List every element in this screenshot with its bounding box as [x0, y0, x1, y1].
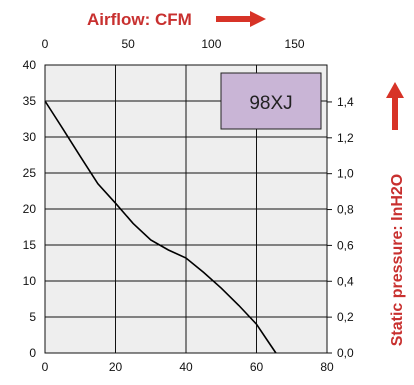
- top-tick-label: 0: [42, 37, 49, 51]
- top-tick-label: 150: [285, 37, 305, 51]
- right-arrow-icon: [216, 11, 266, 27]
- model-label: 98XJ: [249, 93, 292, 114]
- y-tick-label: 10: [23, 274, 37, 288]
- performance-curve: [44, 100, 277, 354]
- x-tick-label: 60: [250, 360, 264, 374]
- y-tick-label: 40: [23, 58, 37, 72]
- model-label-box: 98XJ: [220, 72, 322, 130]
- right-tick-label: 0,2: [337, 310, 354, 324]
- up-arrow-icon: [386, 82, 404, 130]
- plot-frame: [44, 64, 328, 354]
- y-tick-label: 30: [23, 130, 37, 144]
- x-tick-label: 40: [179, 360, 193, 374]
- y-tick-label: 35: [23, 94, 37, 108]
- right-tick-label: 1,2: [337, 131, 354, 145]
- x-tick-label: 20: [109, 360, 123, 374]
- top-axis-ticks: 0 50 100 150: [42, 37, 305, 51]
- y-tick-label: 15: [23, 238, 37, 252]
- right-tick-label: 0,4: [337, 274, 354, 288]
- right-tick-label: 0,0: [337, 346, 354, 360]
- x-tick-label: 80: [320, 360, 334, 374]
- bottom-axis-ticks: 0 20 40 60 80: [42, 360, 334, 374]
- x-tick-label: 0: [42, 360, 49, 374]
- top-axis-title: Airflow: CFM: [87, 10, 266, 29]
- top-tick-label: 50: [122, 37, 136, 51]
- right-tick-label: 1,0: [337, 167, 354, 181]
- y-tick-label: 20: [23, 202, 37, 216]
- y-tick-label: 5: [29, 310, 36, 324]
- y-tick-label: 25: [23, 166, 37, 180]
- left-axis-ticks: 0 5 10 15 20 25 30 35 40: [23, 58, 37, 360]
- right-axis-title: Static pressure: InH2O: [386, 82, 406, 346]
- y-tick-label: 0: [29, 346, 36, 360]
- static-pressure-label: Static pressure: InH2O: [389, 174, 406, 347]
- right-axis-ticks: 0,0 0,2 0,4 0,6 0,8 1,0 1,2 1,4: [327, 95, 354, 360]
- top-tick-label: 100: [201, 37, 221, 51]
- right-tick-label: 0,8: [337, 203, 354, 217]
- right-tick-label: 0,6: [337, 238, 354, 252]
- right-tick-label: 1,4: [337, 95, 354, 109]
- airflow-label: Airflow: CFM: [87, 10, 192, 29]
